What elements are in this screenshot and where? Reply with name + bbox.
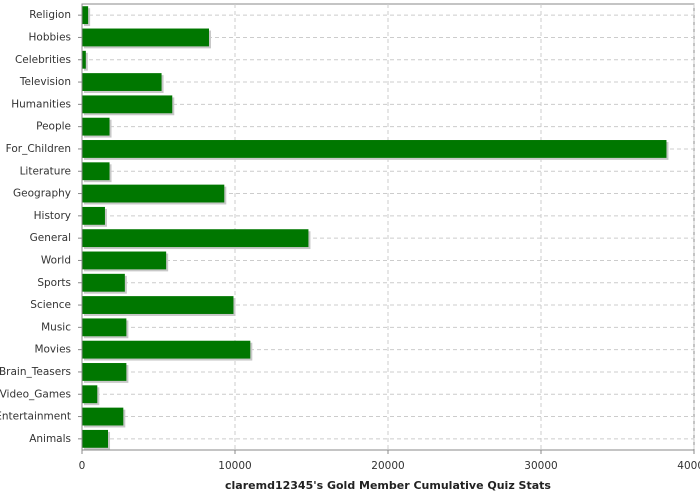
y-tick-label: Animals [29,433,71,445]
y-tick-label: History [34,210,71,222]
y-tick-label: Movies [34,344,71,356]
bar [82,363,127,381]
y-tick-label: Geography [13,188,71,200]
y-tick-label: Religion [29,9,71,21]
x-tick-label: 0 [79,460,86,472]
y-tick-label: For_Children [6,143,71,155]
y-tick-label: Sports [37,277,71,289]
bar [82,140,667,158]
bar [82,73,162,91]
bar [82,206,105,225]
bar-shadow [84,52,88,71]
y-tick-label: Humanities [11,98,71,110]
bar [82,251,167,270]
y-tick-label: Science [30,299,71,311]
y-tick-label: People [36,121,71,133]
y-tick-label: Entertainment [0,411,71,423]
y-tick-label: Video_Games [0,388,71,400]
y-tick-label: General [30,232,71,244]
y-tick-label: Hobbies [29,31,72,43]
y-tick-label: Television [19,76,71,88]
y-tick-label: Brain_Teasers [0,366,71,378]
bar [82,318,127,337]
bar [82,385,98,404]
x-tick-label: 20000 [371,460,404,472]
x-tick-label: 30000 [524,460,557,472]
bar [82,50,86,69]
bar [82,296,234,314]
x-axis-title: claremd12345's Gold Member Cumulative Qu… [225,479,551,492]
bar [82,273,125,292]
y-tick-label: World [41,254,71,266]
bar [82,28,209,47]
bar [82,184,225,203]
bar [82,407,124,426]
bar [82,162,110,181]
bar [82,117,110,136]
y-tick-label: Music [41,321,71,333]
bar [82,6,89,25]
bar [82,340,251,359]
x-tick-label: 40000 [677,460,700,472]
y-tick-label: Celebrities [15,54,71,66]
bar [82,429,109,448]
x-tick-label: 10000 [218,460,251,472]
y-tick-label: Literature [20,165,71,177]
bar [82,95,173,114]
bar [82,229,309,248]
